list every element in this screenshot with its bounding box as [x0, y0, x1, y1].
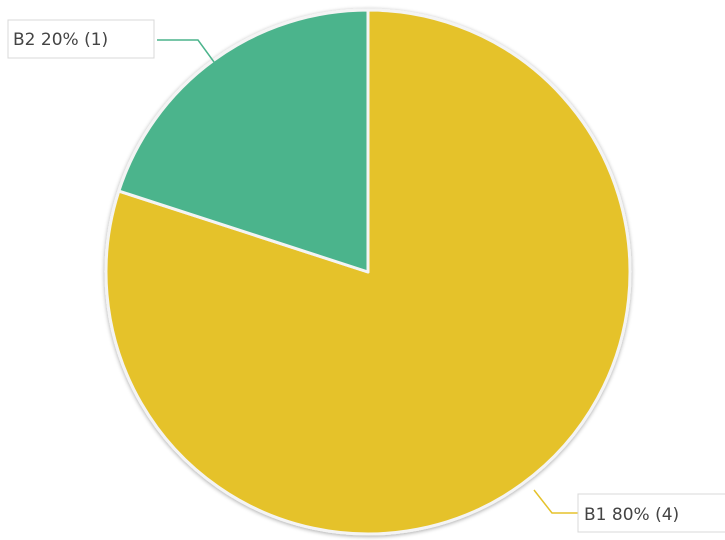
- leader-line-b1: [533, 489, 578, 514]
- slice-label-b1-text: B1 80% (4): [584, 505, 679, 525]
- leader-line-b2: [157, 39, 215, 63]
- pie-slice-b2: [117, 8, 370, 274]
- slice-label-b2-text: B2 20% (1): [13, 30, 108, 50]
- pie-slices: [104, 8, 632, 536]
- slice-label-b2-box: [7, 19, 155, 59]
- slice-label-b1-box: [577, 493, 725, 533]
- slice-label-b1: B1 80% (4): [577, 493, 725, 533]
- slice-label-b2: B2 20% (1): [7, 19, 155, 59]
- leader-lines: [157, 39, 578, 514]
- pie-slice-b1: [104, 8, 632, 536]
